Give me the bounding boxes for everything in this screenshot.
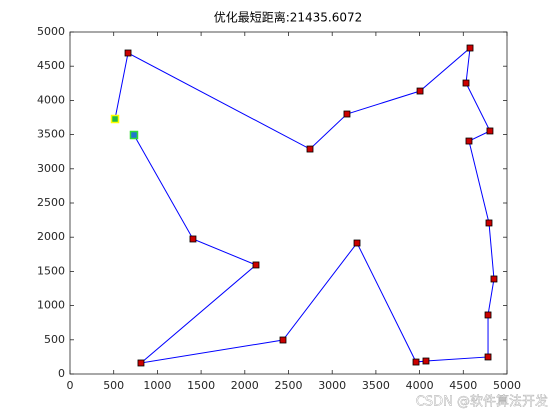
y-tick-label: 0 [58,367,65,380]
y-tick-label: 4000 [37,93,65,106]
y-tick-label: 2000 [37,230,65,243]
y-tick-label: 1500 [37,264,65,277]
route-point [490,275,498,283]
y-tick-label: 2500 [37,196,65,209]
route-point [466,44,474,52]
y-tick-label: 500 [44,333,65,346]
route-point [306,145,314,153]
watermark: CSDN @软件算法开发 [416,394,548,410]
route-point [252,261,260,269]
route-point [422,357,430,365]
x-tick-label: 5000 [493,379,521,392]
x-tick-label: 2500 [275,379,303,392]
y-tick-label: 1000 [37,299,65,312]
route-point [465,137,473,145]
x-tick-label: 4000 [406,379,434,392]
y-tick-label: 5000 [37,25,65,38]
endpoint-marker [129,130,139,140]
route-point [137,359,145,367]
route-point [343,110,351,118]
route-point [124,49,132,57]
route-point [462,79,470,87]
route-point [484,353,492,361]
route-point [484,311,492,319]
x-tick-label: 1000 [143,379,171,392]
x-tick-label: 3000 [318,379,346,392]
x-tick-label: 500 [103,379,124,392]
route-point [189,235,197,243]
route-point [279,336,287,344]
route-point [486,127,494,135]
endpoint-marker [110,114,120,124]
y-tick-label: 3000 [37,162,65,175]
x-tick-label: 3500 [362,379,390,392]
axes-box [69,31,508,375]
chart-title: 优化最短距离:21435.6072 [214,10,363,25]
y-tick-label: 3500 [37,128,65,141]
x-tick-label: 4500 [449,379,477,392]
route-point [353,239,361,247]
x-tick-label: 0 [67,379,74,392]
x-tick-label: 1500 [187,379,215,392]
route-point [485,219,493,227]
route-point [416,87,424,95]
y-tick-label: 4500 [37,59,65,72]
route-point [412,358,420,366]
x-tick-label: 2000 [231,379,259,392]
